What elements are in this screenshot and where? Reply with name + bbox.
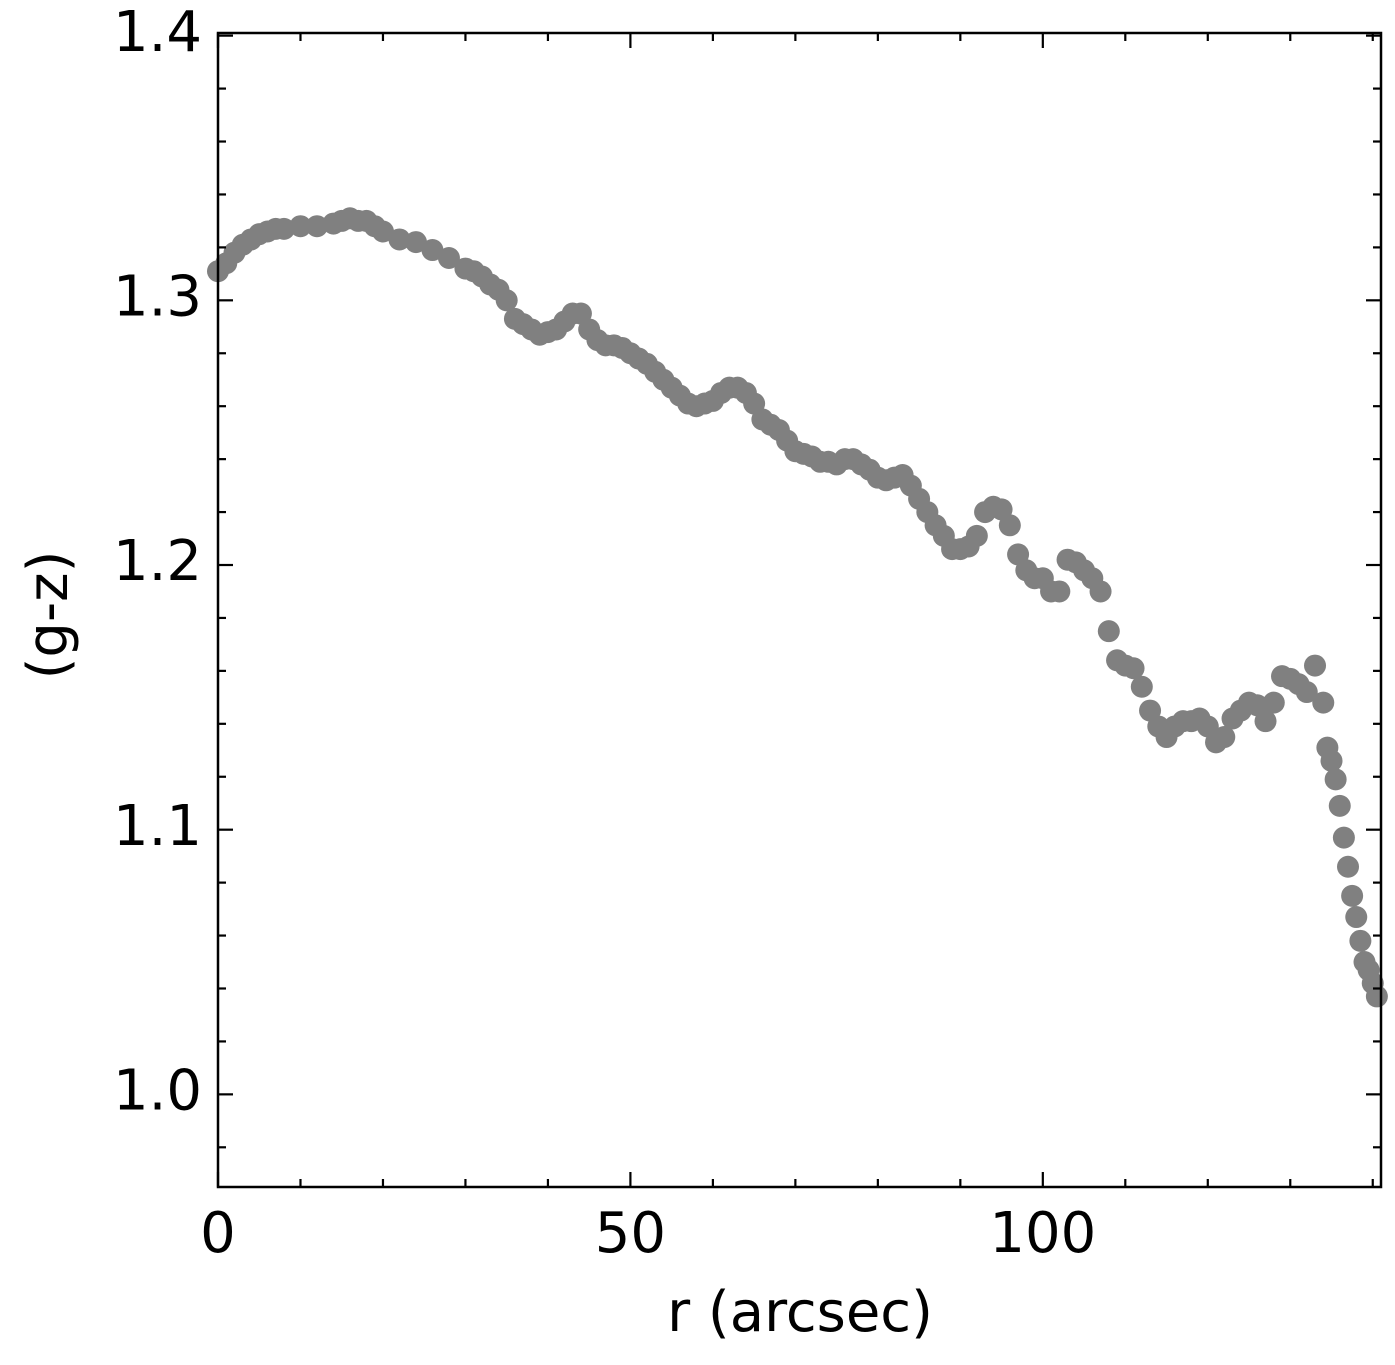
x-tick-label: 50: [595, 1201, 666, 1266]
y-axis-label: (g-z): [16, 551, 81, 680]
data-point: [1130, 675, 1153, 698]
data-point: [1349, 929, 1372, 952]
data-point: [1089, 580, 1112, 603]
data-point: [371, 220, 394, 243]
data-point: [1262, 691, 1285, 714]
plot-frame: [216, 31, 1383, 1189]
data-point: [1320, 749, 1343, 772]
data-point: [1345, 906, 1368, 929]
data-point: [388, 228, 411, 251]
data-point: [1304, 654, 1327, 677]
data-point: [289, 215, 312, 238]
data-point: [965, 524, 988, 547]
data-point: [437, 246, 460, 269]
data-point: [1254, 710, 1277, 733]
data-point: [495, 289, 518, 312]
data-point: [998, 514, 1021, 537]
data-point: [1122, 657, 1145, 680]
y-tick-label: 1.3: [113, 264, 202, 329]
data-point: [272, 217, 295, 240]
x-axis-label: r (arcsec): [667, 1280, 933, 1345]
data-point: [1332, 826, 1355, 849]
data-point: [1312, 691, 1335, 714]
data-point: [1341, 884, 1364, 907]
data-point: [1295, 681, 1318, 704]
y-tick-label: 1.0: [113, 1059, 202, 1124]
y-tick-label: 1.2: [113, 529, 202, 594]
data-point: [1337, 855, 1360, 878]
data-point: [1324, 768, 1347, 791]
data-point: [1365, 985, 1388, 1008]
data-point: [1213, 726, 1236, 749]
data-point: [1328, 794, 1351, 817]
y-tick-label: 1.1: [113, 794, 202, 859]
data-point: [1048, 580, 1071, 603]
data-point: [1097, 620, 1120, 643]
x-tick-label: 0: [200, 1201, 236, 1266]
data-point: [421, 239, 444, 262]
data-point: [404, 231, 427, 254]
y-tick-label: 1.4: [113, 0, 202, 65]
data-point: [305, 215, 328, 238]
x-tick-label: 100: [989, 1201, 1096, 1266]
